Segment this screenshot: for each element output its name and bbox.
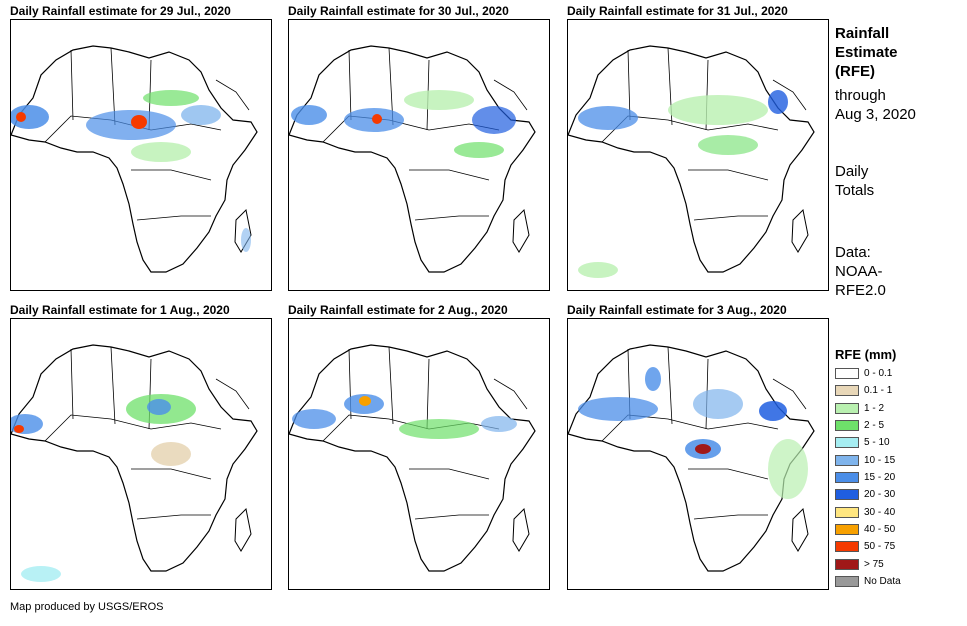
legend-title: RFE (mm): [835, 347, 897, 362]
legend-item: 0.1 - 1: [835, 383, 892, 398]
legend-swatch: [835, 437, 859, 448]
legend-swatch: [835, 403, 859, 414]
legend-label: 40 - 50: [864, 524, 896, 535]
legend-item: 2 - 5: [835, 418, 884, 433]
africa-map-6: [568, 344, 815, 572]
legend-item: 30 - 40: [835, 505, 895, 520]
legend-swatch: [835, 420, 859, 431]
legend-label: No Data: [864, 576, 901, 587]
map-panel-4: [10, 318, 272, 590]
legend-label: 50 - 75: [864, 541, 896, 552]
legend-item: 15 - 20: [835, 470, 895, 485]
panel-title-2: Daily Rainfall estimate for 30 Jul., 202…: [288, 4, 509, 18]
legend-label: 0.1 - 1: [864, 385, 893, 396]
legend-item: No Data: [835, 574, 901, 589]
totals-line-1: Daily: [835, 163, 869, 180]
data-line-3: RFE2.0: [835, 282, 886, 299]
africa-map-2: [289, 45, 536, 273]
map-panel-5: [288, 318, 550, 590]
legend-label: 2 - 5: [864, 420, 885, 431]
through-line-2: Aug 3, 2020: [835, 106, 916, 123]
legend-swatch: [835, 489, 859, 500]
side-heading-line-3: (RFE): [835, 63, 875, 80]
map-panel-6: [567, 318, 829, 590]
through-line-1: through: [835, 87, 886, 104]
legend-swatch: [835, 472, 859, 483]
side-heading-line-1: Rainfall: [835, 25, 890, 42]
africa-map-4: [11, 344, 258, 582]
legend-label: 30 - 40: [864, 507, 896, 518]
map-panel-2: [288, 19, 550, 291]
legend-swatch: [835, 455, 859, 466]
panel-title-3: Daily Rainfall estimate for 31 Jul., 202…: [567, 4, 788, 18]
africa-map-3: [568, 45, 815, 278]
legend-item: 5 - 10: [835, 435, 890, 450]
side-heading-line-2: Estimate: [835, 44, 898, 61]
legend-swatch: [835, 559, 859, 570]
legend-item: 40 - 50: [835, 522, 895, 537]
map-panel-3: [567, 19, 829, 291]
legend-label: 10 - 15: [864, 455, 896, 466]
panel-title-4: Daily Rainfall estimate for 1 Aug., 2020: [10, 303, 230, 317]
legend-label: 15 - 20: [864, 472, 896, 483]
credit-text: Map produced by USGS/EROS: [10, 601, 164, 613]
africa-map-1: [11, 45, 258, 273]
data-line-1: Data:: [835, 244, 871, 261]
legend-item: 20 - 30: [835, 487, 895, 502]
totals-line-2: Totals: [835, 182, 875, 199]
legend-item: 0 - 0.1: [835, 366, 892, 381]
legend-swatch: [835, 541, 859, 552]
data-line-2: NOAA-: [835, 263, 883, 280]
panel-title-5: Daily Rainfall estimate for 2 Aug., 2020: [288, 303, 508, 317]
legend-swatch: [835, 507, 859, 518]
legend-label: 20 - 30: [864, 489, 896, 500]
legend-label: 1 - 2: [864, 403, 885, 414]
africa-map-5: [289, 344, 536, 572]
legend-swatch: [835, 368, 859, 379]
legend-label: > 75: [864, 559, 884, 570]
legend-swatch: [835, 524, 859, 535]
panel-title-1: Daily Rainfall estimate for 29 Jul., 202…: [10, 4, 231, 18]
legend-item: > 75: [835, 557, 884, 572]
legend-label: 0 - 0.1: [864, 368, 893, 379]
legend-swatch: [835, 576, 859, 587]
legend-item: 50 - 75: [835, 539, 895, 554]
legend-item: 1 - 2: [835, 401, 884, 416]
legend-item: 10 - 15: [835, 453, 895, 468]
legend-swatch: [835, 385, 859, 396]
panel-title-6: Daily Rainfall estimate for 3 Aug., 2020: [567, 303, 787, 317]
map-panel-1: [10, 19, 272, 291]
legend-label: 5 - 10: [864, 437, 890, 448]
